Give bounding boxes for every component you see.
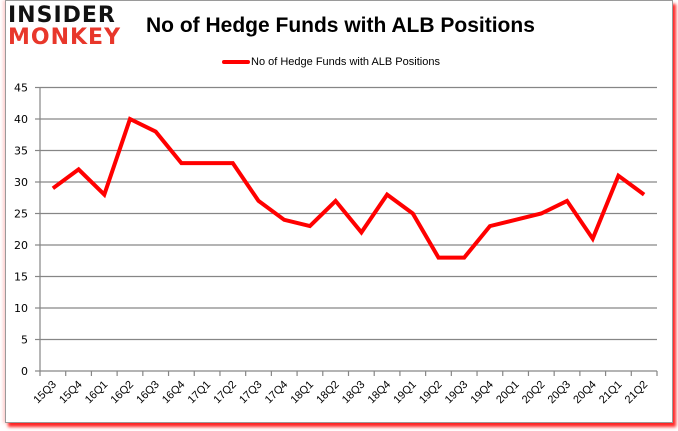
x-tick-label: 16Q4 bbox=[160, 379, 188, 407]
x-tick-label: 18Q3 bbox=[340, 379, 368, 407]
y-tick-label: 10 bbox=[14, 302, 28, 315]
legend: No of Hedge Funds with ALB Positions bbox=[222, 54, 440, 70]
y-tick-label: 35 bbox=[14, 145, 28, 158]
y-tick-label: 20 bbox=[14, 239, 28, 252]
x-tick-label: 18Q2 bbox=[314, 379, 342, 407]
y-tick-label: 40 bbox=[14, 113, 28, 126]
x-tick-label: 19Q1 bbox=[391, 379, 419, 407]
x-tick-label: 17Q3 bbox=[237, 379, 265, 407]
x-tick-label: 17Q2 bbox=[211, 379, 239, 407]
y-tick-label: 0 bbox=[21, 365, 28, 378]
chart-title: No of Hedge Funds with ALB Positions bbox=[146, 14, 535, 37]
x-tick-label: 16Q3 bbox=[134, 379, 162, 407]
x-tick-label: 16Q1 bbox=[83, 379, 111, 407]
x-tick-label: 18Q1 bbox=[289, 379, 317, 407]
logo-line-monkey: MONKEY bbox=[8, 25, 122, 50]
legend-line-swatch-icon bbox=[222, 60, 250, 64]
series-line bbox=[51, 116, 646, 260]
x-tick-label: 18Q4 bbox=[366, 379, 394, 407]
chart-frame bbox=[5, 0, 673, 423]
x-tick-label: 21Q2 bbox=[623, 379, 651, 407]
x-tick-label: 19Q2 bbox=[417, 379, 445, 407]
x-tick-label: 17Q1 bbox=[186, 379, 214, 407]
x-tick-label: 20Q3 bbox=[546, 379, 574, 407]
x-tick-label: 15Q3 bbox=[31, 379, 59, 407]
x-tick-label: 20Q1 bbox=[494, 379, 522, 407]
x-tick-label: 20Q2 bbox=[520, 379, 548, 407]
x-tick-label: 16Q2 bbox=[109, 379, 137, 407]
x-tick-label: 21Q1 bbox=[597, 379, 625, 407]
logo-line-insider: INSIDER bbox=[8, 3, 116, 28]
x-tick-label: 15Q4 bbox=[57, 379, 85, 407]
insider-monkey-logo: INSIDER MONKEY bbox=[8, 5, 128, 55]
x-axis-ticks: 15Q315Q416Q116Q216Q316Q417Q117Q217Q317Q4… bbox=[31, 371, 658, 407]
y-tick-label: 30 bbox=[14, 176, 28, 189]
y-axis-ticks: 0 5 10 15 20 25 30 35 40 45 bbox=[14, 82, 40, 378]
axes bbox=[39, 87, 657, 372]
x-tick-label: 19Q4 bbox=[468, 379, 496, 407]
x-tick-label: 19Q3 bbox=[443, 379, 471, 407]
x-tick-label: 17Q4 bbox=[263, 379, 291, 407]
x-tick-label: 20Q4 bbox=[571, 379, 599, 407]
y-tick-label: 15 bbox=[14, 271, 28, 284]
y-tick-label: 5 bbox=[21, 334, 28, 347]
y-tick-label: 25 bbox=[14, 208, 28, 221]
gridlines bbox=[40, 86, 657, 341]
legend-label: No of Hedge Funds with ALB Positions bbox=[251, 56, 440, 68]
y-tick-label: 45 bbox=[14, 82, 28, 95]
